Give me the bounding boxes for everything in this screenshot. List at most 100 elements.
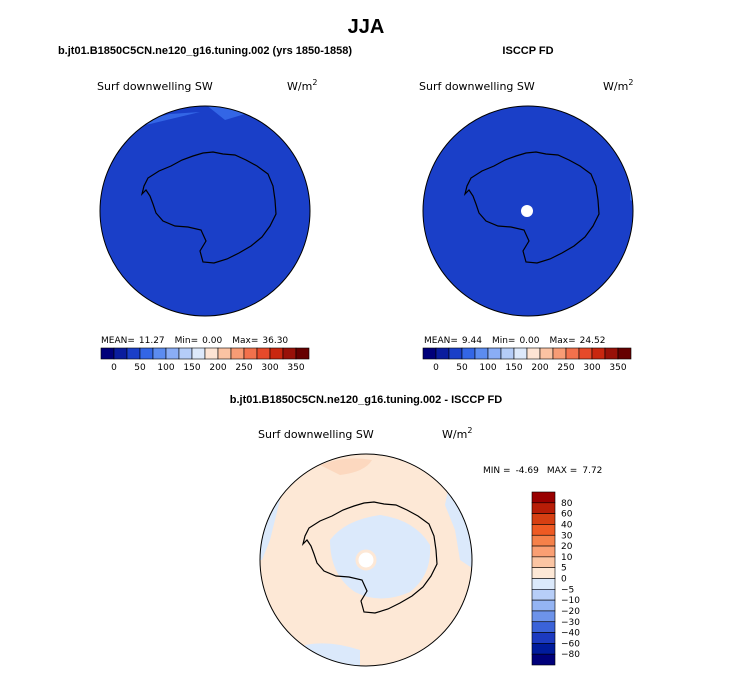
- model-colorbar-tick-label: 250: [235, 363, 252, 373]
- model-colorbar-swatch: [126, 347, 141, 360]
- obs-panel: ISCCP FD Surf downwelling SW W/m2 MEAN= 9…: [419, 45, 634, 373]
- model-colorbar-swatch: [100, 347, 115, 360]
- obs-polar-map: [423, 106, 633, 316]
- obs-colorbar-swatch: [591, 347, 606, 360]
- diff-colorbar-tick-label: 10: [561, 553, 573, 563]
- model-colorbar: 0 50 100 150 200 250 300 350: [100, 347, 310, 373]
- diff-colorbar-swatch: [531, 545, 556, 558]
- obs-colorbar-tick-label: 150: [505, 363, 522, 373]
- diff-colorbar-tick-label: −40: [561, 629, 580, 639]
- diff-colorbar-swatch: [531, 502, 556, 514]
- model-map-border: [99, 105, 311, 317]
- diff-min-max: MIN = -4.69 MAX = 7.72: [483, 466, 602, 476]
- model-colorbar-swatch: [113, 347, 128, 360]
- obs-colorbar-swatch: [500, 347, 515, 360]
- model-polar-map: [100, 106, 310, 316]
- diff-variable-label: Surf downwelling SW: [258, 428, 374, 441]
- diff-colorbar-swatch: [531, 567, 556, 579]
- diff-colorbar-swatch: [531, 491, 556, 504]
- diff-colorbar-tick-label: −30: [561, 618, 580, 628]
- obs-colorbar-swatch: [604, 347, 619, 360]
- obs-colorbar-tick-label: 350: [609, 363, 626, 373]
- obs-colorbar-tick-label: 200: [531, 363, 548, 373]
- obs-map-border: [422, 105, 634, 317]
- model-colorbar-swatch: [204, 347, 219, 360]
- obs-colorbar-swatch: [552, 347, 567, 360]
- model-colorbar-swatch: [217, 347, 232, 360]
- diff-colorbar-swatch: [531, 556, 556, 568]
- diff-blue-south: [300, 643, 360, 666]
- obs-colorbar-tick-label: 250: [557, 363, 574, 373]
- obs-colorbar-tick-label: 300: [583, 363, 600, 373]
- obs-colorbar-swatch: [539, 347, 554, 360]
- diff-colorbar-tick-label: −10: [561, 596, 580, 606]
- model-colorbar-swatch: [269, 347, 284, 360]
- model-colorbar-tick-label: 150: [183, 363, 200, 373]
- diff-colorbar-swatch: [531, 599, 556, 612]
- obs-colorbar-swatch: [435, 347, 450, 360]
- diff-pole-ring: [355, 549, 377, 571]
- diff-panel: b.jt01.B1850C5CN.ne120_g16.tuning.002 - …: [230, 394, 602, 667]
- model-stats: MEAN= 11.27 Min= 0.00 Max= 36.30: [101, 336, 288, 346]
- diff-colorbar-swatch: [531, 524, 556, 536]
- diff-colorbar-tick-label: −20: [561, 607, 580, 617]
- obs-colorbar: 0 50 100 150 200 250 300 350: [422, 347, 632, 373]
- model-colorbar-tick-label: 350: [287, 363, 304, 373]
- model-variable-label: Surf downwelling SW: [97, 80, 213, 93]
- obs-colorbar-tick-label: 0: [433, 363, 439, 373]
- obs-colorbar-swatch: [487, 347, 502, 360]
- diff-colorbar-tick-label: 60: [561, 510, 573, 520]
- model-colorbar-swatch: [295, 347, 310, 360]
- diff-colorbar-tick-label: 30: [561, 531, 573, 541]
- diff-colorbar-swatch: [531, 643, 556, 655]
- diff-units-label: W/m2: [442, 426, 472, 441]
- obs-colorbar-tick-label: 50: [456, 363, 468, 373]
- model-colorbar-swatch: [139, 347, 154, 360]
- model-colorbar-swatch: [165, 347, 180, 360]
- diff-colorbar-tick-label: 80: [561, 499, 573, 509]
- diff-colorbar-tick-label: 5: [561, 564, 567, 574]
- diff-colorbar-tick-label: −60: [561, 639, 580, 649]
- diff-colorbar-swatch: [531, 589, 556, 601]
- obs-colorbar-swatch: [448, 347, 463, 360]
- diff-colorbar-tick-label: −5: [561, 585, 574, 595]
- diff-pole-hole: [357, 551, 375, 569]
- diff-colorbar-swatch: [531, 610, 556, 623]
- model-colorbar-swatch: [243, 347, 258, 360]
- obs-panel-title: ISCCP FD: [502, 45, 553, 57]
- obs-colorbar-swatch: [474, 347, 489, 360]
- obs-colorbar-swatch: [526, 347, 541, 360]
- diff-blue-interior: [330, 515, 431, 599]
- obs-colorbar-swatch: [565, 347, 580, 360]
- diff-colorbar-swatch: [531, 513, 556, 525]
- diff-colorbar-tick-label: 40: [561, 520, 573, 530]
- diff-colorbar-swatch: [531, 653, 556, 666]
- diff-colorbar-swatch: [531, 578, 556, 590]
- model-colorbar-tick-label: 0: [111, 363, 117, 373]
- diff-colorbar-tick-label: 20: [561, 542, 573, 552]
- obs-colorbar-swatch: [513, 347, 528, 360]
- model-colorbar-swatch: [152, 347, 167, 360]
- model-panel-title: b.jt01.B1850C5CN.ne120_g16.tuning.002 (y…: [58, 45, 352, 57]
- diff-map-border: [259, 453, 473, 667]
- model-units-label: W/m2: [287, 78, 317, 93]
- diff-colorbar-tick-label: 0: [561, 575, 567, 585]
- obs-colorbar-swatch: [578, 347, 593, 360]
- model-colorbar-tick-label: 200: [209, 363, 226, 373]
- model-colorbar-swatch: [178, 347, 193, 360]
- diff-peach-top: [320, 458, 372, 475]
- obs-map-lighter-edge: [630, 160, 633, 205]
- obs-colorbar-swatch: [422, 347, 437, 360]
- model-colorbar-swatch: [191, 347, 206, 360]
- model-colorbar-tick-label: 50: [134, 363, 146, 373]
- diff-polar-map: [260, 454, 472, 666]
- model-map-field: [100, 106, 310, 316]
- obs-units-label: W/m2: [603, 78, 633, 93]
- obs-variable-label: Surf downwelling SW: [419, 80, 535, 93]
- diff-panel-title: b.jt01.B1850C5CN.ne120_g16.tuning.002 - …: [230, 394, 502, 406]
- model-colorbar-swatch: [230, 347, 245, 360]
- diff-colorbar-swatch: [531, 534, 556, 547]
- obs-stats: MEAN= 9.44 Min= 0.00 Max= 24.52: [424, 336, 605, 346]
